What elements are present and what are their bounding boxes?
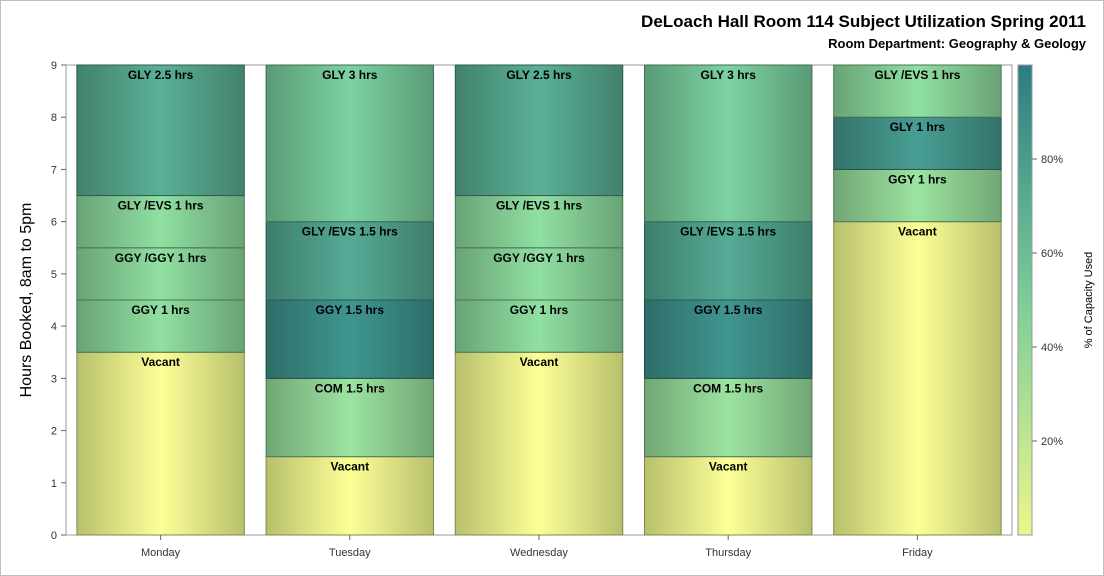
segment-label: GLY /EVS 1 hrs — [496, 199, 582, 213]
segment-label: GLY /EVS 1.5 hrs — [680, 225, 776, 239]
bar-segment — [265, 456, 435, 536]
bar-segment — [643, 456, 813, 536]
x-tick-label: Thursday — [705, 547, 751, 559]
segment-label: GGY 1 hrs — [510, 303, 569, 317]
bar-segment — [76, 195, 245, 249]
y-tick-label: 9 — [51, 60, 57, 72]
bar-segment — [454, 195, 624, 249]
colorbar-tick-label: 20% — [1041, 436, 1063, 448]
segment-label: GGY 1 hrs — [131, 303, 190, 317]
segment-label: GLY 2.5 hrs — [506, 68, 572, 82]
chart-subtitle: Room Department: Geography & Geology — [828, 36, 1086, 51]
bar-segment — [76, 351, 245, 536]
y-tick-label: 4 — [51, 321, 57, 333]
colorbar-tick-label: 80% — [1041, 154, 1063, 166]
segment-label: GLY 2.5 hrs — [128, 68, 194, 82]
bar-segment — [454, 351, 624, 536]
segment-label: Vacant — [330, 460, 369, 474]
bar-segment — [643, 299, 813, 379]
bar-segment — [76, 64, 245, 197]
segment-label: COM 1.5 hrs — [693, 381, 763, 395]
segment-label: GLY 3 hrs — [701, 68, 757, 82]
segment-label: GLY 3 hrs — [322, 68, 378, 82]
segment-label: GGY /GGY 1 hrs — [115, 251, 207, 265]
y-tick-label: 8 — [51, 112, 57, 124]
y-tick-label: 5 — [51, 269, 57, 281]
segment-label: GLY /EVS 1.5 hrs — [302, 225, 398, 239]
bar-segment — [454, 64, 624, 197]
segment-label: Vacant — [709, 460, 748, 474]
segment-label: GGY 1 hrs — [888, 172, 947, 186]
bar-segment — [76, 247, 245, 301]
x-tick-label: Tuesday — [329, 547, 371, 559]
segment-label: GGY 1.5 hrs — [694, 303, 763, 317]
bar-segment — [833, 221, 1002, 536]
x-tick-label: Monday — [141, 547, 181, 559]
segment-label: Vacant — [520, 355, 559, 369]
chart-title: DeLoach Hall Room 114 Subject Utilizatio… — [641, 12, 1086, 31]
y-tick-label: 2 — [51, 426, 57, 438]
y-tick-label: 7 — [51, 164, 57, 176]
segment-label: GLY /EVS 1 hrs — [874, 68, 960, 82]
segment-label: GLY 1 hrs — [890, 120, 946, 134]
colorbar — [1017, 64, 1033, 536]
colorbar-tick-label: 40% — [1041, 342, 1063, 354]
bar-segment — [265, 377, 435, 458]
bar-segment — [454, 247, 624, 301]
bar-segment — [833, 64, 1002, 118]
y-tick-label: 1 — [51, 478, 57, 490]
segment-label: Vacant — [898, 225, 937, 239]
y-tick-label: 3 — [51, 373, 57, 385]
segment-label: GGY /GGY 1 hrs — [493, 251, 585, 265]
bar-segment — [265, 64, 435, 223]
x-tick-label: Wednesday — [510, 547, 568, 559]
bar-segment — [265, 221, 435, 301]
segment-label: Vacant — [141, 355, 180, 369]
bar-segment — [643, 221, 813, 301]
segment-label: GGY 1.5 hrs — [316, 303, 385, 317]
bar-segment — [454, 299, 624, 353]
y-tick-label: 0 — [51, 530, 57, 542]
bar-segment — [643, 377, 813, 458]
bar-segment — [265, 299, 435, 379]
segment-label: COM 1.5 hrs — [315, 381, 385, 395]
x-tick-label: Friday — [902, 547, 933, 559]
colorbar-label: % of Capacity Used — [1083, 252, 1095, 349]
bar-segment — [643, 64, 813, 223]
y-tick-label: 6 — [51, 217, 57, 229]
segment-label: GLY /EVS 1 hrs — [118, 199, 204, 213]
y-axis-label: Hours Booked, 8am to 5pm — [18, 203, 35, 398]
colorbar-tick-label: 60% — [1041, 248, 1063, 260]
